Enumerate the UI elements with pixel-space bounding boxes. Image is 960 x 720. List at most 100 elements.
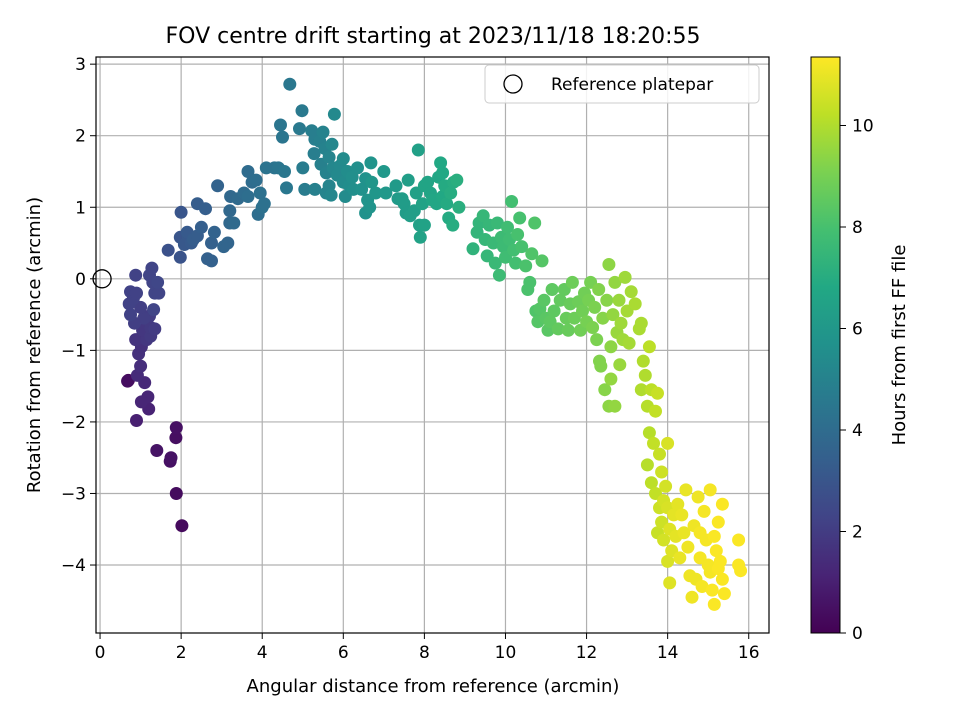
- data-point: [707, 529, 721, 543]
- x-tick-label: 14: [657, 643, 679, 663]
- y-tick-label: −1: [61, 341, 86, 361]
- data-point: [223, 204, 237, 218]
- data-point: [174, 205, 188, 219]
- data-point: [421, 175, 435, 189]
- data-point: [649, 404, 662, 418]
- data-point: [148, 322, 162, 336]
- data-point: [134, 395, 148, 409]
- legend-entry: Reference platepar: [551, 75, 713, 95]
- data-point: [417, 218, 431, 232]
- data-point: [695, 580, 709, 593]
- data-point: [565, 275, 579, 289]
- data-point: [295, 104, 309, 118]
- data-point: [466, 242, 480, 256]
- data-point: [602, 258, 616, 271]
- colorbar-tick-label: 0: [852, 624, 863, 644]
- data-point: [324, 188, 338, 202]
- colorbar: [810, 56, 841, 634]
- chart-title: FOV centre drift starting at 2023/11/18 …: [166, 24, 701, 49]
- data-point: [296, 161, 310, 175]
- legend: Reference platepar: [484, 64, 760, 104]
- y-tick-label: −4: [61, 556, 86, 576]
- data-point: [450, 173, 464, 187]
- y-tick-label: 2: [75, 127, 86, 147]
- y-axis-ticks: 3 2 1 0 −1 −2 −3 −4: [61, 55, 96, 576]
- data-point: [606, 308, 620, 322]
- data-point: [355, 182, 369, 196]
- data-point: [663, 576, 677, 590]
- data-point: [709, 544, 723, 558]
- data-point: [151, 275, 165, 289]
- data-point: [673, 551, 687, 565]
- data-point: [452, 200, 466, 214]
- data-point: [257, 197, 271, 211]
- data-point: [661, 554, 675, 568]
- y-tick-label: 0: [75, 270, 86, 290]
- data-point: [169, 421, 183, 435]
- data-point: [147, 303, 161, 317]
- data-point: [169, 487, 183, 500]
- data-point: [363, 200, 377, 214]
- colorbar-tick-label: 6: [852, 320, 863, 340]
- y-tick-label: −3: [61, 484, 86, 504]
- data-point: [276, 130, 289, 144]
- data-point: [169, 431, 183, 445]
- data-point: [551, 322, 565, 336]
- data-point: [604, 372, 618, 386]
- data-point: [636, 354, 650, 368]
- x-tick-label: 4: [257, 643, 268, 663]
- data-point: [298, 182, 312, 196]
- data-point: [528, 216, 542, 230]
- colorbar-tick-label: 2: [852, 523, 863, 543]
- data-point: [657, 533, 671, 547]
- data-point: [715, 497, 729, 511]
- data-point: [703, 483, 717, 497]
- x-tick-label: 8: [419, 643, 430, 663]
- data-point: [647, 436, 660, 450]
- x-axis-ticks: 0 2 4 6 8 10 12 14 16: [95, 633, 760, 663]
- data-point: [152, 286, 166, 300]
- data-point: [513, 211, 527, 225]
- plot-frame: [95, 56, 770, 634]
- data-point: [661, 436, 675, 450]
- data-point: [596, 311, 610, 325]
- data-point: [628, 297, 642, 311]
- data-point: [600, 293, 614, 307]
- data-point: [707, 597, 721, 611]
- data-point: [476, 209, 490, 223]
- data-point: [681, 540, 695, 554]
- data-point: [175, 519, 189, 533]
- data-point: [283, 77, 297, 91]
- data-points: [121, 77, 748, 611]
- data-point: [488, 256, 502, 270]
- data-point: [444, 186, 458, 200]
- data-point: [705, 583, 719, 597]
- data-point: [440, 197, 454, 211]
- data-point: [675, 508, 689, 522]
- data-point: [221, 236, 235, 250]
- data-point: [351, 161, 364, 175]
- data-point: [150, 444, 164, 457]
- data-point: [194, 220, 208, 234]
- data-point: [316, 125, 330, 139]
- data-point: [249, 173, 263, 187]
- data-point: [734, 564, 748, 578]
- data-point: [434, 156, 448, 170]
- data-point: [576, 304, 589, 318]
- data-point: [697, 504, 711, 518]
- data-point: [561, 323, 575, 337]
- data-point: [644, 476, 658, 490]
- x-axis-label: Angular distance from reference (arcmin): [247, 676, 620, 697]
- data-point: [553, 293, 567, 307]
- data-point: [492, 268, 506, 282]
- data-point: [436, 166, 450, 180]
- y-axis-label: Rotation from reference (arcmin): [24, 197, 45, 493]
- data-point: [613, 358, 627, 372]
- x-tick-label: 2: [176, 643, 187, 663]
- data-point: [413, 230, 427, 244]
- data-point: [278, 165, 291, 178]
- data-point: [624, 285, 638, 299]
- y-tick-label: 1: [75, 198, 86, 218]
- data-point: [679, 483, 693, 497]
- data-point: [511, 228, 525, 241]
